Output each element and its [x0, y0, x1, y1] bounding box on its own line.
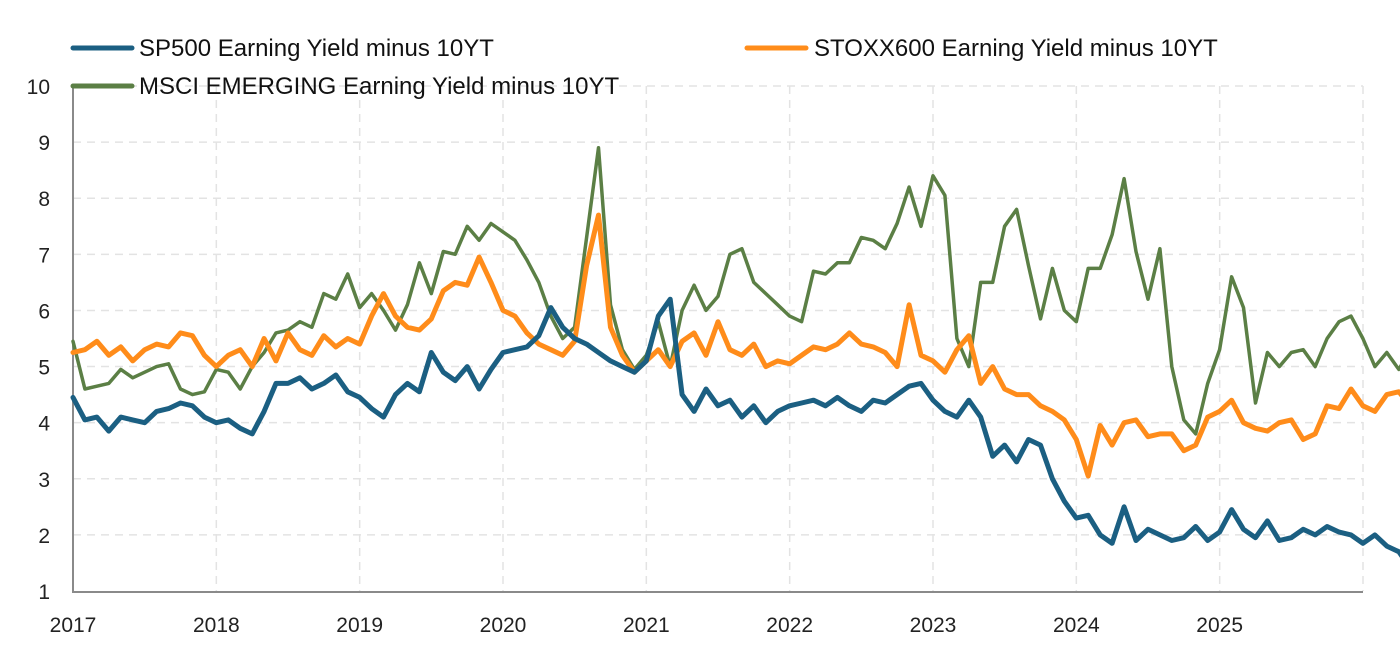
x-tick-label: 2024: [1053, 614, 1100, 637]
y-tick-label: 4: [38, 413, 50, 436]
legend-label-msci-emerging: MSCI EMERGING Earning Yield minus 10YT: [139, 73, 620, 100]
x-tick-label: 2021: [623, 614, 670, 637]
gridlines: [73, 85, 1364, 591]
x-tick-label: 2020: [480, 614, 527, 637]
x-tick-label: 2019: [336, 614, 383, 637]
legend-item-sp500[interactable]: SP500 Earning Yield minus 10YT: [70, 35, 494, 62]
y-tick-label: 7: [38, 244, 50, 267]
x-tick-label: 2017: [50, 614, 97, 637]
legend-label-sp500: SP500 Earning Yield minus 10YT: [139, 35, 494, 62]
x-tick-label: 2018: [193, 614, 240, 637]
y-tick-label: 6: [38, 300, 50, 323]
axes: [72, 86, 1363, 593]
y-tick-labels: 1 2 3 4 5 6 7 8 9 10: [27, 76, 51, 604]
legend: SP500 Earning Yield minus 10YT STOXX600 …: [70, 35, 1218, 100]
y-tick-label: 5: [38, 357, 50, 380]
series-line-msci-emerging: [71, 145, 1400, 436]
y-tick-label: 9: [38, 132, 50, 155]
y-tick-label: 2: [38, 525, 50, 548]
series-line-stoxx600: [70, 212, 1400, 479]
legend-item-msci-emerging[interactable]: MSCI EMERGING Earning Yield minus 10YT: [70, 73, 620, 100]
y-tick-label: 8: [38, 188, 50, 211]
x-tick-label: 2022: [766, 614, 813, 637]
x-tick-label: 2025: [1196, 614, 1243, 637]
y-tick-label: 10: [27, 76, 50, 99]
series-line-sp500: [70, 296, 1400, 558]
legend-item-stoxx600[interactable]: STOXX600 Earning Yield minus 10YT: [744, 35, 1218, 62]
x-tick-label: 2023: [910, 614, 957, 637]
series-lines: [70, 145, 1400, 558]
x-tick-labels: 2017 2018 2019 2020 2021 2022 2023 2024 2025: [50, 614, 1243, 637]
legend-label-stoxx600: STOXX600 Earning Yield minus 10YT: [814, 35, 1218, 62]
y-tick-label: 1: [38, 581, 50, 604]
y-tick-label: 3: [38, 469, 50, 492]
